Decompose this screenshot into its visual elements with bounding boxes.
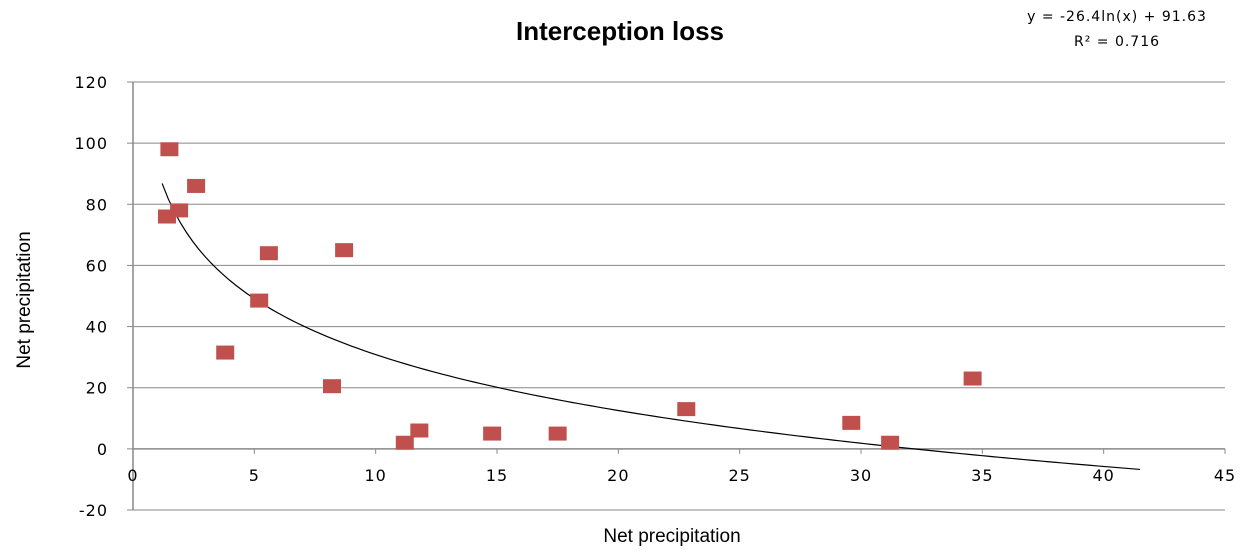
x-tick-label: 0 bbox=[127, 466, 138, 485]
chart-title: Interception loss bbox=[516, 16, 724, 46]
data-point bbox=[842, 415, 861, 430]
y-tick-label: -20 bbox=[79, 501, 108, 520]
x-tick-label: 25 bbox=[728, 466, 750, 485]
data-point bbox=[395, 435, 414, 450]
x-tick-label: 5 bbox=[249, 466, 260, 485]
data-point bbox=[881, 435, 900, 450]
gridlines bbox=[133, 81, 1225, 511]
y-tick-label: 40 bbox=[86, 318, 108, 337]
x-tick-label: 15 bbox=[486, 466, 508, 485]
x-tick-label: 30 bbox=[850, 466, 872, 485]
data-point bbox=[677, 402, 696, 417]
data-point bbox=[963, 371, 982, 386]
y-tick-label: 0 bbox=[97, 440, 108, 459]
trendline-r-squared: R² = 0.716 bbox=[1074, 34, 1160, 50]
x-tick-label: 45 bbox=[1214, 466, 1236, 485]
trendline bbox=[161, 183, 1141, 471]
data-point bbox=[170, 203, 189, 218]
data-point bbox=[160, 142, 179, 157]
data-point bbox=[322, 379, 341, 394]
data-point bbox=[259, 246, 278, 261]
data-point bbox=[410, 423, 429, 438]
axes bbox=[127, 81, 1226, 511]
data-point bbox=[250, 293, 269, 308]
x-tick-label: 10 bbox=[364, 466, 386, 485]
y-tick-label: 60 bbox=[86, 256, 108, 275]
data-point bbox=[216, 345, 235, 360]
y-axis-title: Net precipitation bbox=[14, 231, 35, 368]
data-point bbox=[335, 243, 354, 258]
data-point bbox=[187, 178, 206, 193]
y-tick-label: 120 bbox=[74, 73, 108, 92]
x-tick-label: 35 bbox=[971, 466, 993, 485]
y-tick-label: 100 bbox=[74, 134, 108, 153]
trendline-equation: y = -26.4ln(x) + 91.63 bbox=[1027, 9, 1207, 25]
data-point bbox=[483, 426, 502, 441]
y-tick-labels: -20 0 20 40 60 80 100 120 bbox=[74, 73, 108, 520]
x-tick-label: 20 bbox=[607, 466, 629, 485]
x-tick-labels: 0 5 10 15 20 25 30 35 40 45 bbox=[127, 466, 1236, 485]
x-axis-title: Net precipitation bbox=[603, 526, 740, 547]
data-point bbox=[548, 426, 567, 441]
y-tick-label: 80 bbox=[86, 195, 108, 214]
x-tick-label: 40 bbox=[1092, 466, 1114, 485]
y-tick-label: 20 bbox=[86, 379, 108, 398]
data-points bbox=[157, 142, 982, 450]
